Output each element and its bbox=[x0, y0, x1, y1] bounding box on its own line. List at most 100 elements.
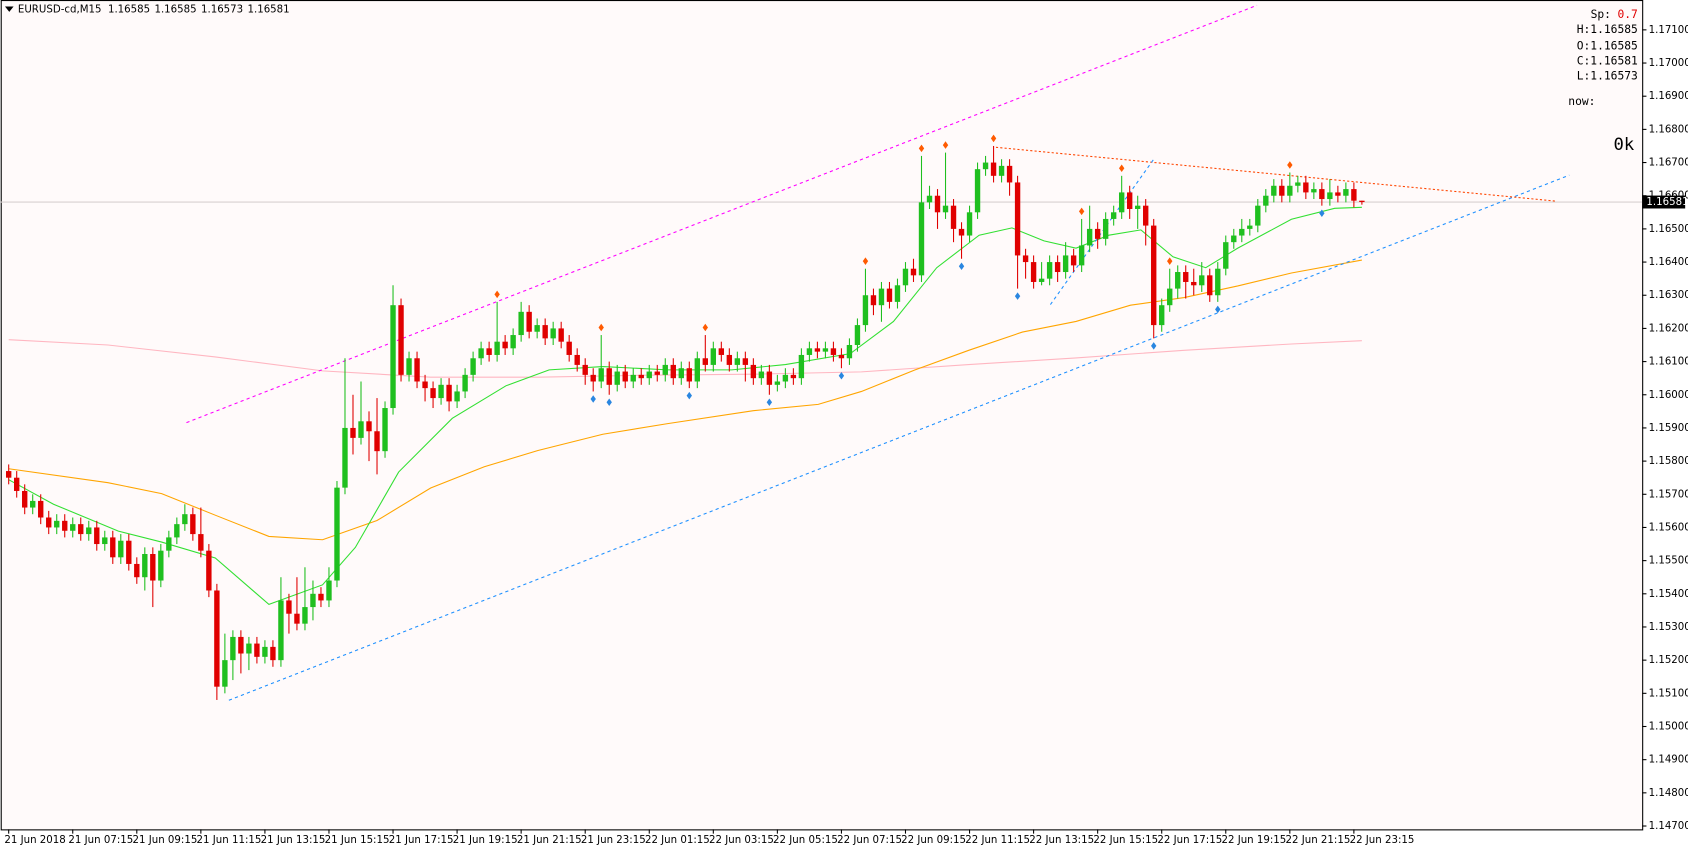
candle-body bbox=[822, 348, 829, 352]
candle-body bbox=[454, 391, 460, 402]
moving-average bbox=[8, 206, 1362, 606]
candle-body bbox=[686, 368, 692, 382]
candle-body bbox=[990, 162, 997, 176]
candle-body bbox=[62, 520, 68, 531]
candle-body bbox=[366, 421, 372, 432]
candle-body bbox=[766, 371, 773, 385]
candle-body bbox=[870, 295, 877, 306]
candle-body bbox=[78, 524, 84, 535]
candle-body bbox=[494, 341, 500, 355]
y-tick-label: 1.16300 bbox=[1649, 290, 1688, 301]
candle-body bbox=[1351, 189, 1357, 201]
candle-body bbox=[1271, 185, 1277, 196]
price-box-label: 1.16581 bbox=[1646, 197, 1688, 208]
fractal-down bbox=[1319, 209, 1325, 217]
candle-body bbox=[198, 534, 204, 551]
candle-body bbox=[166, 537, 172, 551]
x-tick-label: 21 Jun 11:15 bbox=[197, 835, 262, 846]
candle-body bbox=[534, 325, 540, 332]
y-tick-label: 1.15700 bbox=[1649, 489, 1688, 500]
info-label: C: bbox=[1577, 54, 1591, 67]
x-tick-label: 21 Jun 07:15 bbox=[68, 835, 133, 846]
candle-body bbox=[38, 500, 44, 518]
candle-body bbox=[318, 593, 324, 601]
candle-body bbox=[1078, 245, 1085, 266]
x-tick-label: 22 Jun 19:15 bbox=[1221, 835, 1286, 846]
candle-body bbox=[414, 358, 420, 382]
fractal-up bbox=[1078, 207, 1085, 216]
candle-body bbox=[262, 646, 268, 657]
candle-body bbox=[670, 364, 676, 379]
fractal-up bbox=[494, 290, 500, 299]
trendline bbox=[186, 4, 1258, 424]
candle-body bbox=[1014, 182, 1021, 256]
y-tick-label: 1.14800 bbox=[1649, 788, 1688, 799]
info-high: H:1.16585 bbox=[1577, 23, 1638, 36]
fractal-down bbox=[1215, 305, 1221, 314]
info-close: C:1.16581 bbox=[1577, 54, 1638, 67]
candle-body bbox=[622, 371, 628, 382]
x-tick-label: 22 Jun 05:15 bbox=[773, 835, 838, 846]
candle-body bbox=[734, 358, 741, 365]
candle-body bbox=[702, 358, 708, 365]
moving-average bbox=[8, 259, 1362, 541]
candle-body bbox=[798, 354, 805, 379]
candle-body bbox=[894, 285, 901, 302]
candle-body bbox=[102, 537, 108, 545]
candle-body bbox=[1183, 272, 1189, 282]
candle-body bbox=[934, 195, 941, 213]
trendline bbox=[995, 146, 1555, 202]
candle-body bbox=[1191, 281, 1197, 286]
x-tick-label: 22 Jun 01:15 bbox=[645, 835, 710, 846]
candle-body bbox=[574, 354, 580, 365]
candle-body bbox=[1279, 185, 1285, 196]
candle-body bbox=[910, 268, 917, 276]
candle-body bbox=[22, 490, 28, 508]
fractal-up bbox=[1167, 257, 1173, 265]
y-tick-label: 1.15000 bbox=[1649, 721, 1688, 732]
fractal-down bbox=[766, 398, 773, 407]
candle-body bbox=[998, 165, 1005, 176]
y-tick-label: 1.16700 bbox=[1649, 158, 1688, 169]
candle-body bbox=[326, 580, 332, 601]
candle-body bbox=[470, 358, 476, 375]
spread-label: Sp: bbox=[1591, 8, 1611, 21]
header-open: 1.16585 bbox=[108, 5, 150, 16]
fractal-up bbox=[1118, 164, 1125, 173]
trendline bbox=[228, 174, 1570, 701]
candle-body bbox=[342, 427, 348, 488]
candle-body bbox=[678, 368, 684, 379]
candle-body bbox=[1311, 189, 1317, 193]
y-tick-label: 1.15800 bbox=[1649, 456, 1688, 467]
candle-body bbox=[1086, 228, 1093, 246]
candle-body bbox=[246, 643, 252, 654]
trendline bbox=[1049, 158, 1155, 305]
candle-body bbox=[14, 477, 20, 491]
candle-body bbox=[278, 600, 284, 661]
candle-body bbox=[758, 371, 765, 379]
candle-body bbox=[478, 348, 484, 359]
fractal-up bbox=[918, 144, 925, 153]
candle-body bbox=[966, 212, 973, 236]
info-label: L: bbox=[1577, 69, 1591, 82]
candle-body bbox=[1287, 185, 1293, 196]
candle-body bbox=[126, 540, 132, 564]
candle-body bbox=[1215, 268, 1221, 296]
candle-body bbox=[902, 268, 909, 286]
candle-body bbox=[526, 311, 532, 332]
x-tick-label: 22 Jun 15:15 bbox=[1093, 835, 1158, 846]
candle-body bbox=[1247, 225, 1253, 229]
candle-body bbox=[462, 374, 468, 392]
candle-body bbox=[950, 205, 957, 229]
x-tick-label: 22 Jun 07:15 bbox=[837, 835, 902, 846]
fractal-up bbox=[862, 257, 869, 265]
x-tick-label: 21 Jun 09:15 bbox=[132, 835, 197, 846]
candle-body bbox=[118, 540, 124, 558]
candle-body bbox=[1295, 182, 1301, 186]
candle-body bbox=[878, 288, 885, 306]
candle-body bbox=[238, 636, 244, 654]
candle-body bbox=[398, 305, 404, 375]
y-tick-label: 1.16200 bbox=[1649, 323, 1688, 334]
candle-body bbox=[430, 388, 436, 399]
